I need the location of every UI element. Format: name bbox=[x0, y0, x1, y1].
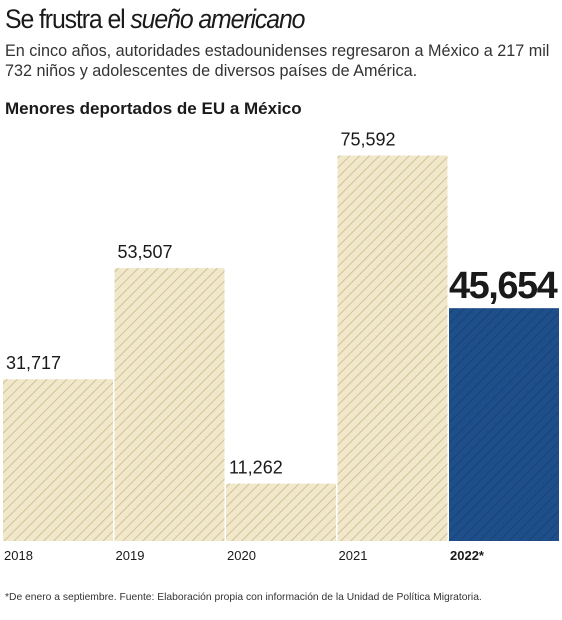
bar-2022* bbox=[449, 308, 559, 541]
value-label-2018: 31,717 bbox=[6, 353, 61, 373]
bar-2018 bbox=[3, 379, 113, 541]
bar-chart: 31,717 2018 53,507 2019 11,262 2020 75,592 2021… bbox=[3, 129, 559, 563]
bar-2021 bbox=[337, 155, 448, 541]
footnote: *De enero a septiembre. Fuente: Elaborac… bbox=[5, 592, 482, 603]
bar-2020 bbox=[226, 483, 336, 541]
value-label-2021: 75,592 bbox=[341, 129, 396, 149]
x-tick-2018: 2018 bbox=[4, 548, 33, 563]
title-plain: Se frustra el bbox=[5, 4, 131, 34]
chart-title: Menores deportados de EU a México bbox=[5, 99, 302, 118]
article-title: Se frustra el sueño americano bbox=[5, 4, 305, 35]
x-tick-2021: 2021 bbox=[339, 548, 368, 563]
x-tick-2019: 2019 bbox=[116, 548, 145, 563]
value-label-2019: 53,507 bbox=[118, 242, 173, 262]
article-subtitle: En cinco años, autoridades estadounidens… bbox=[5, 42, 550, 80]
title-italic: sueño americano bbox=[130, 4, 305, 34]
value-label-2020: 11,262 bbox=[229, 458, 283, 478]
value-label-2022*: 45,654 bbox=[449, 265, 558, 307]
x-tick-2020: 2020 bbox=[227, 548, 256, 563]
x-tick-2022*: 2022* bbox=[450, 548, 485, 563]
bar-2019 bbox=[114, 268, 225, 541]
